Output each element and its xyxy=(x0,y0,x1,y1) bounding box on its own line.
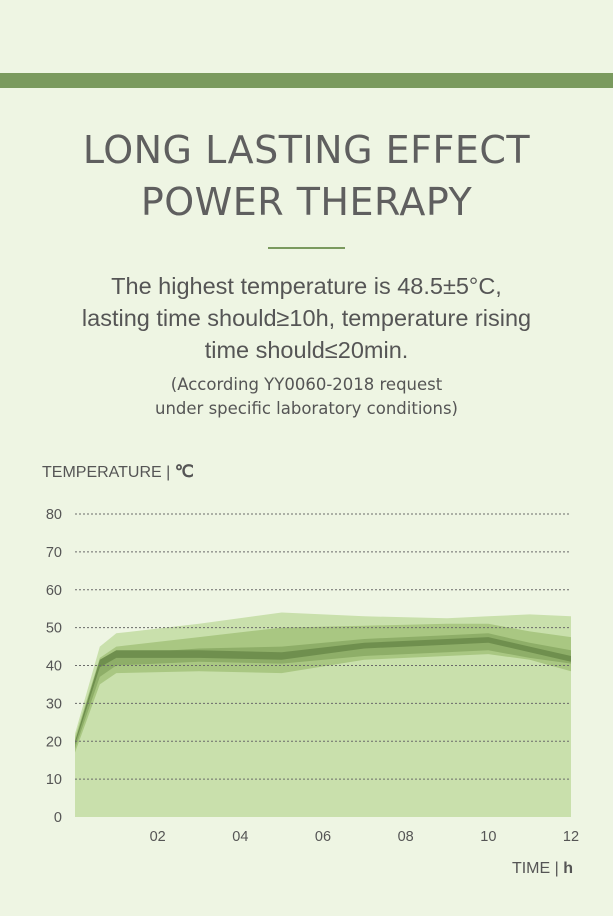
y-tick-label: 10 xyxy=(46,772,62,788)
description-line-3: time should≤20min. xyxy=(204,337,409,363)
y-tick-label: 70 xyxy=(46,545,62,561)
x-tick-label: 10 xyxy=(480,829,496,845)
y-tick-label: 0 xyxy=(54,810,62,826)
x-axis-unit: h xyxy=(563,860,573,877)
y-axis-title: TEMPERATURE | xyxy=(42,464,175,481)
y-tick-label: 60 xyxy=(46,583,62,599)
title-line-2: POWER THERAPY xyxy=(140,180,473,224)
temperature-chart: 0 10 20 30 40 50 60 70 80 02 04 06 08 10 12 xyxy=(46,507,579,845)
y-tick-label: 50 xyxy=(46,621,62,637)
title-line-1: LONG LASTING EFFECT xyxy=(82,128,531,172)
x-tick-label: 06 xyxy=(315,829,331,845)
title-divider xyxy=(268,247,345,249)
x-axis-label: TIME | h xyxy=(512,860,573,878)
y-axis-label: TEMPERATURE | ℃ xyxy=(42,462,194,482)
x-tick-label: 08 xyxy=(398,829,414,845)
y-tick-label: 30 xyxy=(46,696,62,712)
y-tick-label: 80 xyxy=(46,507,62,523)
note-line-2: under specific laboratory conditions) xyxy=(155,399,458,418)
temperature-band-4 xyxy=(75,637,571,745)
y-tick-label: 40 xyxy=(46,659,62,675)
x-tick-label: 12 xyxy=(563,829,579,845)
x-axis-title: TIME | xyxy=(511,860,564,877)
x-tick-label: 02 xyxy=(150,829,166,845)
y-tick-label: 20 xyxy=(46,734,62,750)
x-tick-label: 04 xyxy=(232,829,248,845)
description-line-2: lasting time should≥10h, temperature ris… xyxy=(81,305,532,331)
description-line-1: The highest temperature is 48.5±5°C, xyxy=(111,273,502,299)
top-accent-bar xyxy=(0,73,613,88)
note-line-1: (According YY0060-2018 request xyxy=(170,375,443,394)
y-axis-unit: ℃ xyxy=(174,462,194,481)
